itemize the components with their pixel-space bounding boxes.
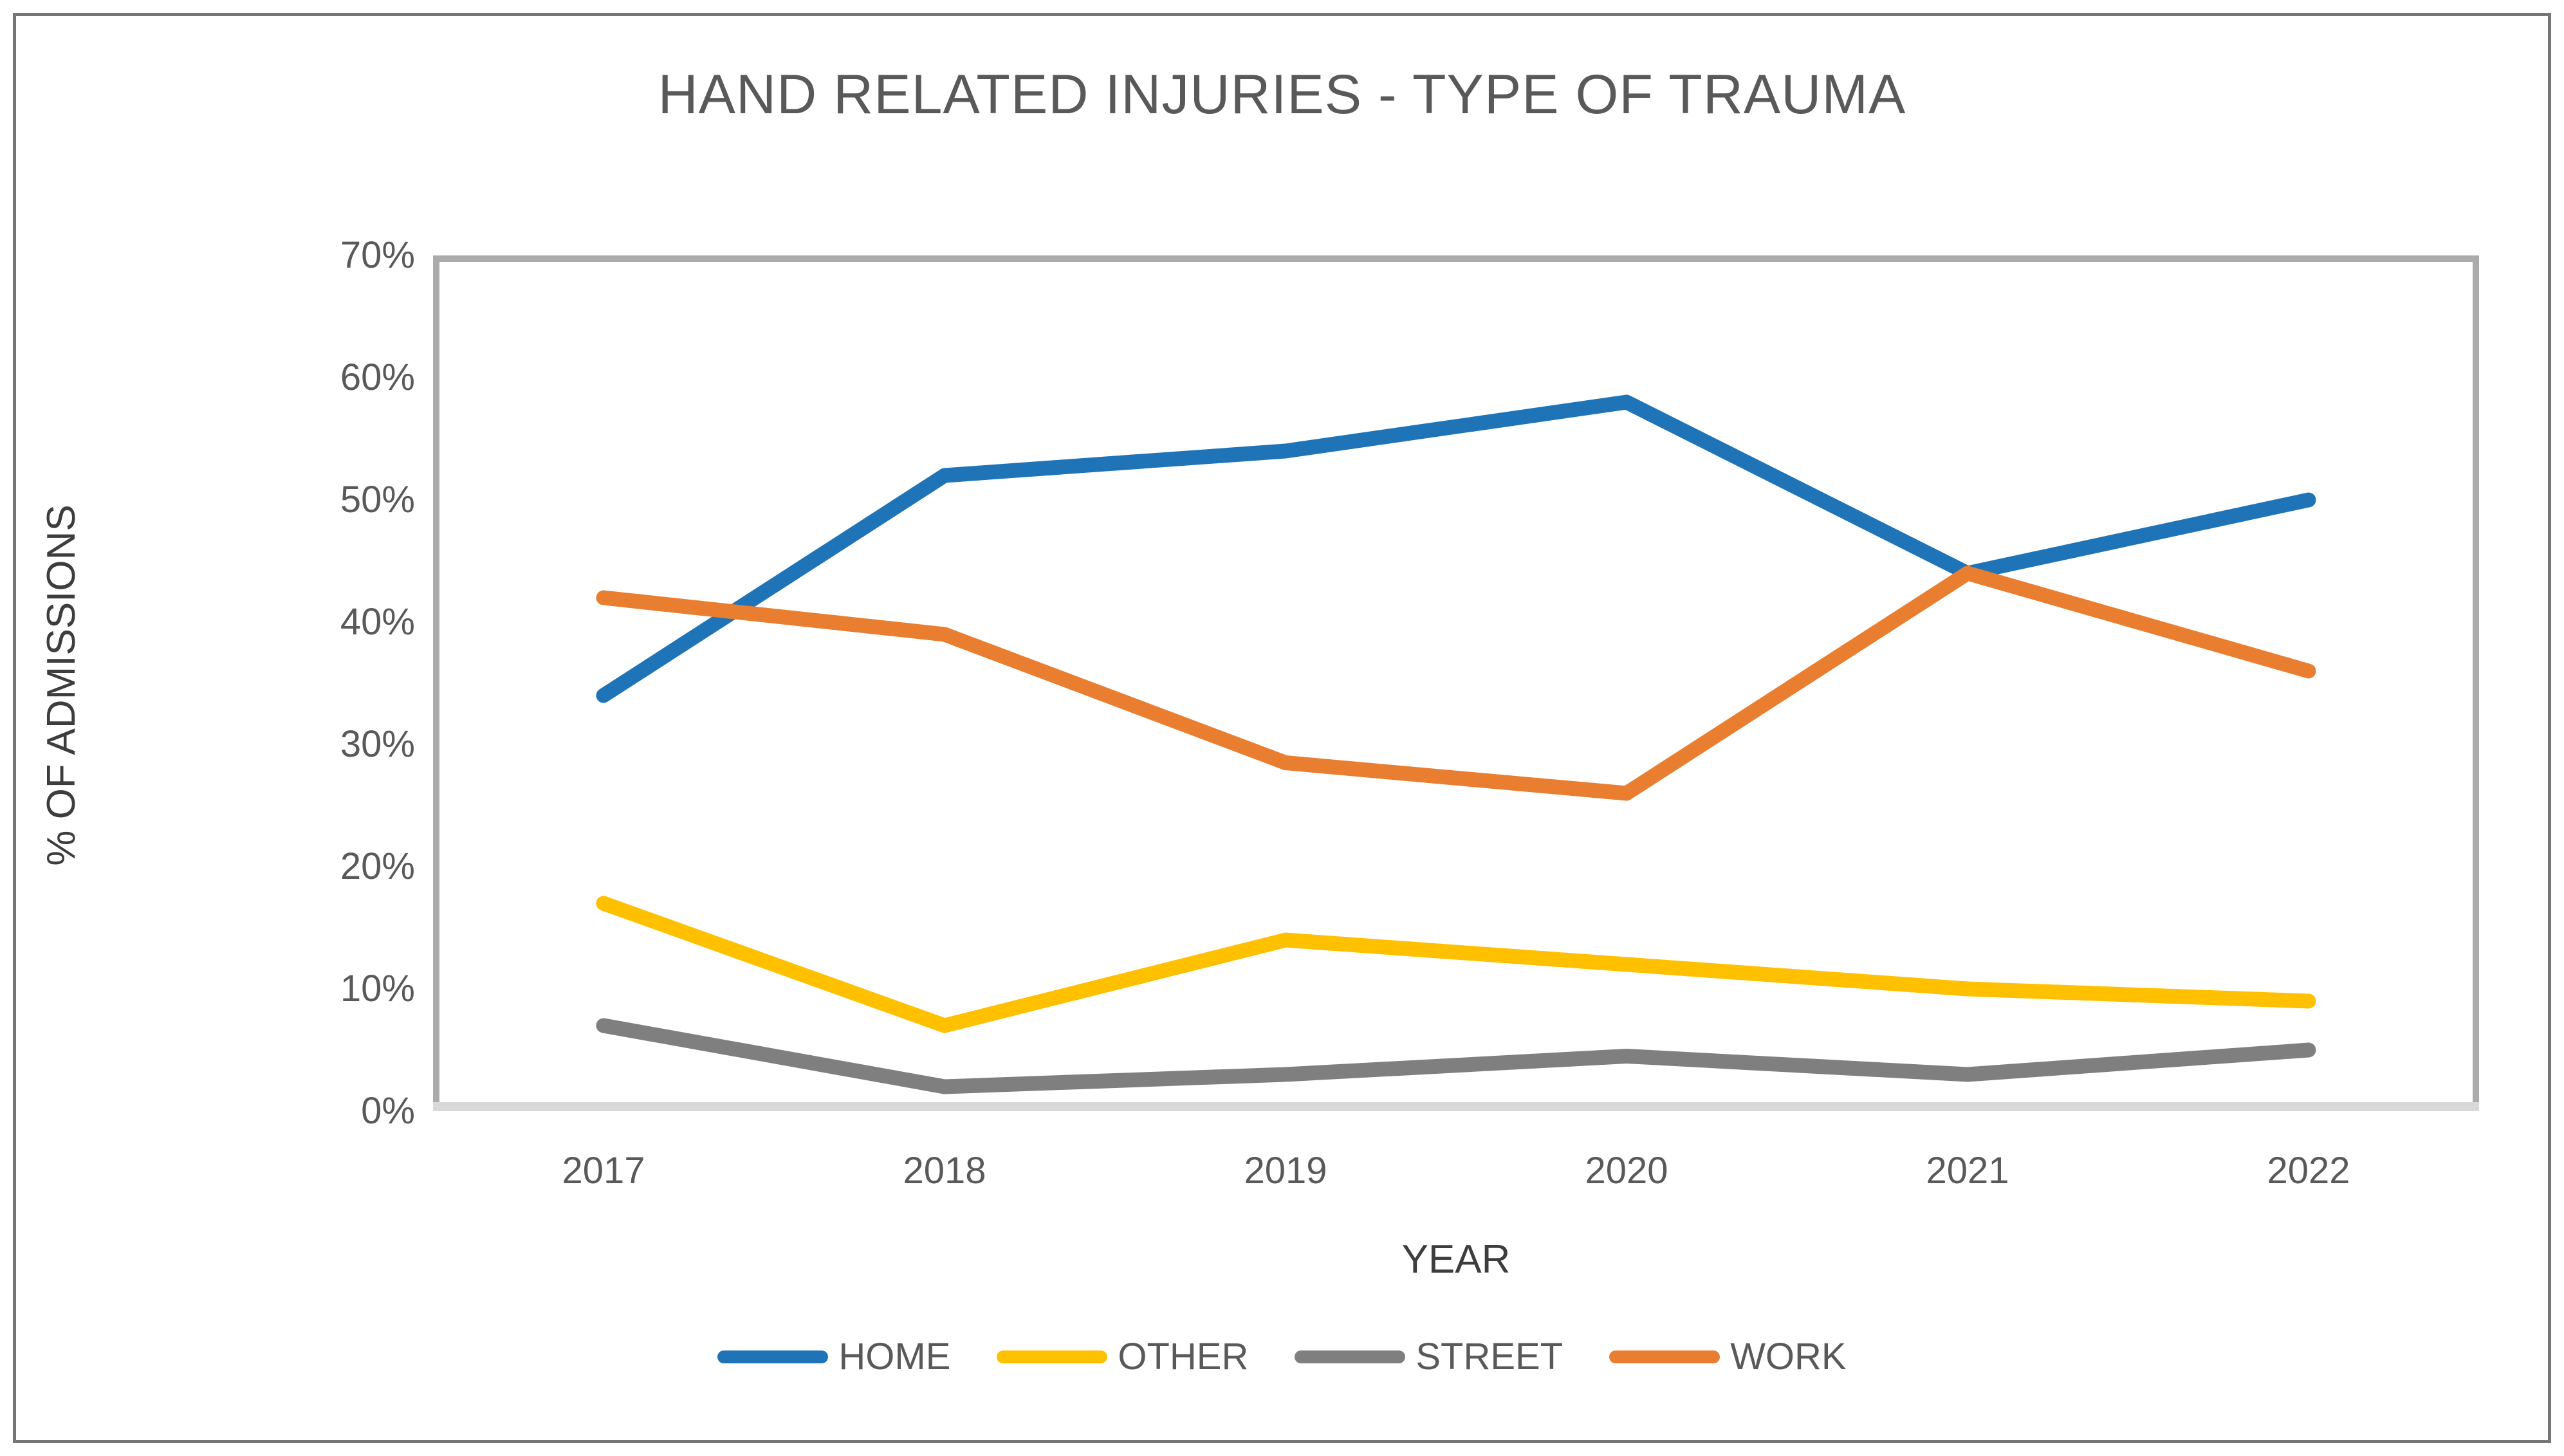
series-line-work (596, 566, 2316, 801)
series-line-street (596, 1018, 2316, 1094)
y-axis-title: % OF ADMISSIONS (39, 504, 84, 866)
legend-label: OTHER (1118, 1336, 1249, 1378)
x-tick-label: 2022 (2267, 1150, 2350, 1192)
y-tick-label: 20% (340, 845, 415, 887)
legend-item-other: OTHER (997, 1335, 1248, 1378)
legend-item-street: STREET (1295, 1335, 1563, 1378)
figure-border (13, 13, 2551, 1443)
x-tick-label: 2018 (903, 1150, 986, 1192)
x-tick-label: 2019 (1244, 1150, 1327, 1192)
y-tick-label: 50% (340, 479, 415, 521)
y-tick-label: 60% (340, 356, 415, 398)
legend-label: HOME (838, 1336, 951, 1378)
legend-label: STREET (1416, 1336, 1563, 1378)
legend-label: WORK (1730, 1336, 1847, 1378)
legend-swatch (1609, 1350, 1720, 1363)
x-axis-title: YEAR (1401, 1237, 1511, 1282)
chart-title: HAND RELATED INJURIES - TYPE OF TRAUMA (658, 64, 1906, 125)
x-tick-label: 2017 (562, 1150, 645, 1192)
plot-area (433, 255, 2479, 1111)
legend-item-work: WORK (1609, 1335, 1847, 1378)
legend-swatch (1295, 1350, 1406, 1363)
y-tick-label: 0% (361, 1090, 415, 1132)
legend-swatch (997, 1350, 1108, 1363)
y-tick-label: 30% (340, 723, 415, 765)
legend-swatch (717, 1350, 829, 1363)
legend: HOME OTHER STREET WORK (0, 1335, 2564, 1378)
x-tick-label: 2020 (1585, 1150, 1668, 1192)
legend-item-home: HOME (717, 1335, 950, 1378)
x-tick-label: 2021 (1926, 1150, 2009, 1192)
plot-border (433, 255, 2479, 1111)
series-line-home (596, 394, 2316, 703)
y-tick-label: 40% (340, 601, 415, 643)
y-tick-label: 70% (340, 234, 415, 276)
y-tick-label: 10% (340, 968, 415, 1009)
series-line-other (596, 896, 2316, 1033)
